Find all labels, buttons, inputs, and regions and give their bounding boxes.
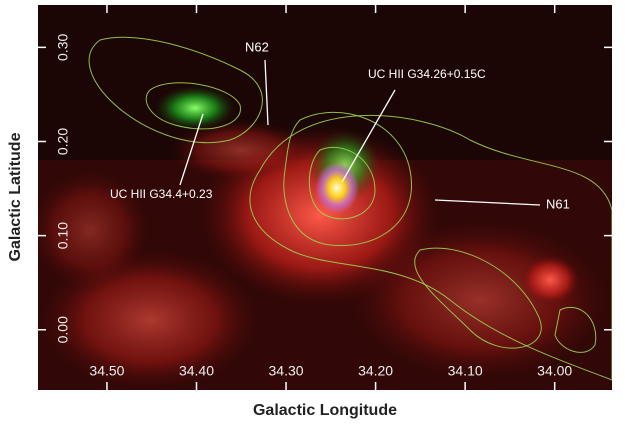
annotation: UC HII G34.26+0.15C bbox=[368, 67, 486, 81]
x-axis-title: Galactic Longitude bbox=[253, 402, 397, 419]
y-tick-label: 0.20 bbox=[55, 128, 71, 155]
x-tick-label: 34.30 bbox=[269, 363, 304, 379]
sky-image bbox=[38, 5, 612, 390]
x-tick-label: 34.20 bbox=[358, 363, 393, 379]
y-tick-label: 0.30 bbox=[55, 34, 71, 61]
x-tick-label: 34.10 bbox=[448, 363, 483, 379]
annotation: N62 bbox=[245, 39, 269, 54]
x-tick-label: 34.40 bbox=[179, 363, 214, 379]
y-tick-label: 0.10 bbox=[55, 222, 71, 249]
x-tick-label: 34.00 bbox=[537, 363, 572, 379]
y-tick-label: 0.00 bbox=[55, 316, 71, 343]
annotation: UC HII G34.4+0.23 bbox=[110, 187, 213, 201]
annotation: N61 bbox=[546, 196, 570, 211]
y-axis-title: Galactic Latitude bbox=[7, 132, 24, 261]
x-tick-label: 34.50 bbox=[89, 363, 124, 379]
